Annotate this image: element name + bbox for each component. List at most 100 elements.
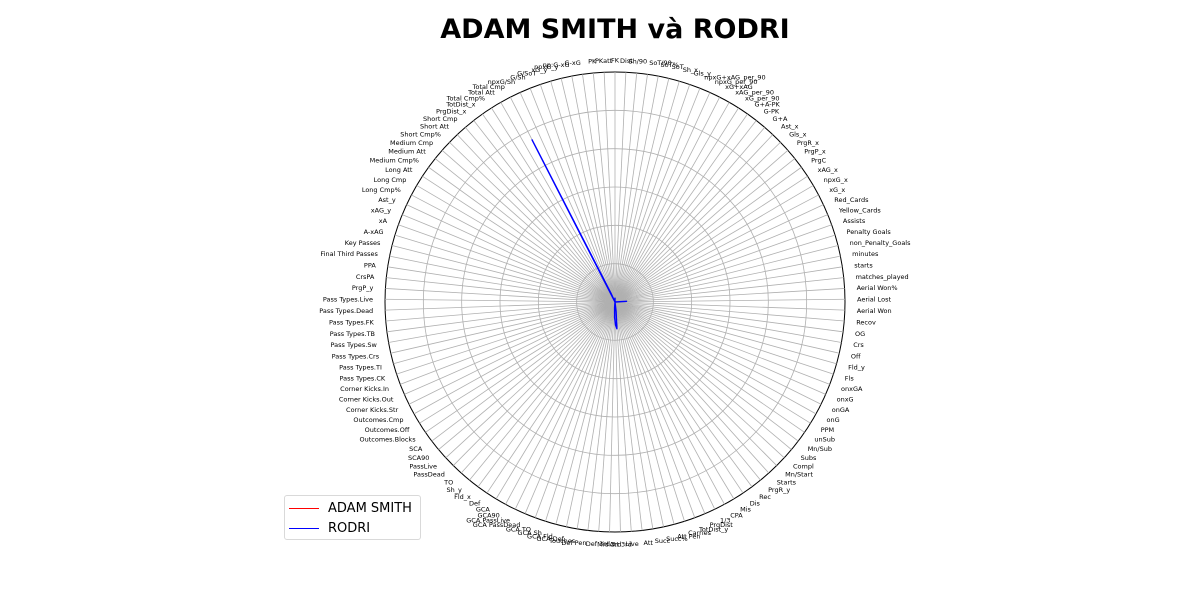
legend: ADAM SMITH RODRI [284, 495, 421, 540]
axis-label: G/SoT [517, 70, 536, 78]
radar-spoke [614, 88, 701, 303]
radar-spoke [614, 301, 792, 450]
radar-spoke [404, 301, 616, 395]
radar-spoke [438, 301, 616, 450]
axis-label: GCA Fld [527, 532, 553, 540]
radar-spoke [614, 301, 837, 365]
radar-spoke [431, 301, 616, 442]
radar-spoke [385, 298, 616, 303]
axis-label: npxG_y [534, 63, 558, 71]
axis-label: TO [443, 479, 453, 487]
axis-label: GCA Def [537, 535, 565, 543]
radar-spoke [571, 76, 616, 303]
radar-spoke [434, 158, 616, 303]
radar-spoke [614, 301, 716, 510]
axis-label: Medium Cmp% [370, 157, 419, 165]
radar-spoke [453, 301, 616, 466]
radar-spoke [614, 141, 781, 303]
axis-label: PrgDist [710, 521, 734, 529]
radar-spoke [614, 214, 828, 303]
axis-label: Outcomes.Blocks [360, 436, 417, 444]
radar-spoke [505, 301, 616, 505]
radar-spoke [614, 185, 814, 303]
axis-label: Total Cmp% [446, 94, 485, 102]
radar-spoke [614, 194, 819, 303]
axis-label: xG+xAG [725, 83, 753, 91]
radar-spoke [582, 74, 616, 303]
radar-spoke [614, 277, 844, 303]
axis-label: CrsPA [356, 273, 375, 281]
axis-label: GCA90 [478, 511, 500, 519]
radar-spoke [428, 166, 616, 303]
axis-label: Succ% [666, 535, 688, 543]
axis-label: OG [855, 330, 865, 338]
axis-label: onxGA [841, 385, 863, 393]
axis-label: SoT [672, 63, 684, 71]
axis-label: npxG_x [824, 176, 848, 184]
axis-label: Medium Att [388, 148, 426, 156]
axis-label: Pass Types.FK [329, 319, 375, 327]
legend-label-adam-smith: ADAM SMITH [328, 500, 412, 516]
radar-spoke [614, 301, 842, 343]
axis-label: PPM [821, 426, 834, 434]
axis-label: xG_y [531, 66, 547, 74]
axis-label: xAG_x [818, 166, 838, 174]
axis-label: G-PK [764, 108, 780, 116]
axis-label: Recov [856, 319, 876, 327]
radar-spoke [614, 78, 670, 303]
radar-spoke [614, 301, 845, 311]
axis-label: Corner Kicks.In [340, 385, 389, 393]
axis-label: Mn/Start [785, 471, 813, 479]
axis-label: onGA [832, 406, 850, 414]
radar-spoke [413, 301, 616, 415]
radar-spoke [614, 301, 753, 488]
axis-label: npxG+xAG_per_90 [704, 74, 765, 82]
axis-label: Mis [740, 506, 751, 514]
axis-label: Final Third Passes [320, 250, 378, 258]
radar-spoke [614, 301, 675, 525]
radar-spoke [411, 194, 616, 303]
radar-spoke [614, 102, 730, 303]
radar-spoke [609, 301, 616, 532]
radar-spoke [614, 301, 845, 322]
radar-spoke [445, 301, 616, 459]
radar-spoke [598, 301, 616, 532]
radar-spoke [614, 301, 834, 375]
radar-spoke [614, 301, 844, 333]
radar-spoke [614, 204, 824, 303]
axis-label: SCA [409, 445, 423, 453]
radar-spoke [388, 301, 616, 343]
radar-spoke [592, 72, 616, 303]
axis-label: Starts [777, 479, 797, 487]
radar-spoke [545, 301, 616, 522]
radar-spoke [385, 288, 616, 303]
radar-grid [384, 71, 846, 533]
axis-label: xAG_y [371, 207, 391, 215]
axis-label: Mid 3rd [597, 540, 621, 548]
legend-label-rodri: RODRI [328, 520, 371, 536]
chart-title: ADAM SMITH và RODRI [440, 14, 790, 45]
axis-label: Assists [843, 217, 866, 225]
axis-label: SoT/90 [649, 59, 672, 67]
radar-spoke [614, 301, 685, 522]
axis-label: Fls [845, 374, 855, 382]
radar-spoke [614, 234, 836, 303]
radar-spoke [614, 107, 739, 303]
axis-label: PassLive [409, 462, 437, 470]
radar-spoke [614, 266, 843, 303]
axis-label: xAG_per_90 [735, 88, 774, 96]
axis-label: Short Cmp [423, 115, 458, 123]
radar-spoke [393, 301, 616, 365]
axis-label: Dist [620, 57, 633, 65]
radar-spoke [394, 234, 616, 303]
axis-label: Mn/Sub [808, 445, 832, 453]
radar-spoke [460, 301, 616, 474]
axis-label: SCA90 [408, 454, 429, 462]
radar-spoke [614, 288, 845, 303]
axis-label: Ast_y [378, 196, 396, 204]
axis-label: onxG [837, 396, 854, 404]
radar-spoke [614, 127, 765, 303]
radar-spoke [614, 301, 777, 466]
radar-spoke [465, 127, 616, 303]
